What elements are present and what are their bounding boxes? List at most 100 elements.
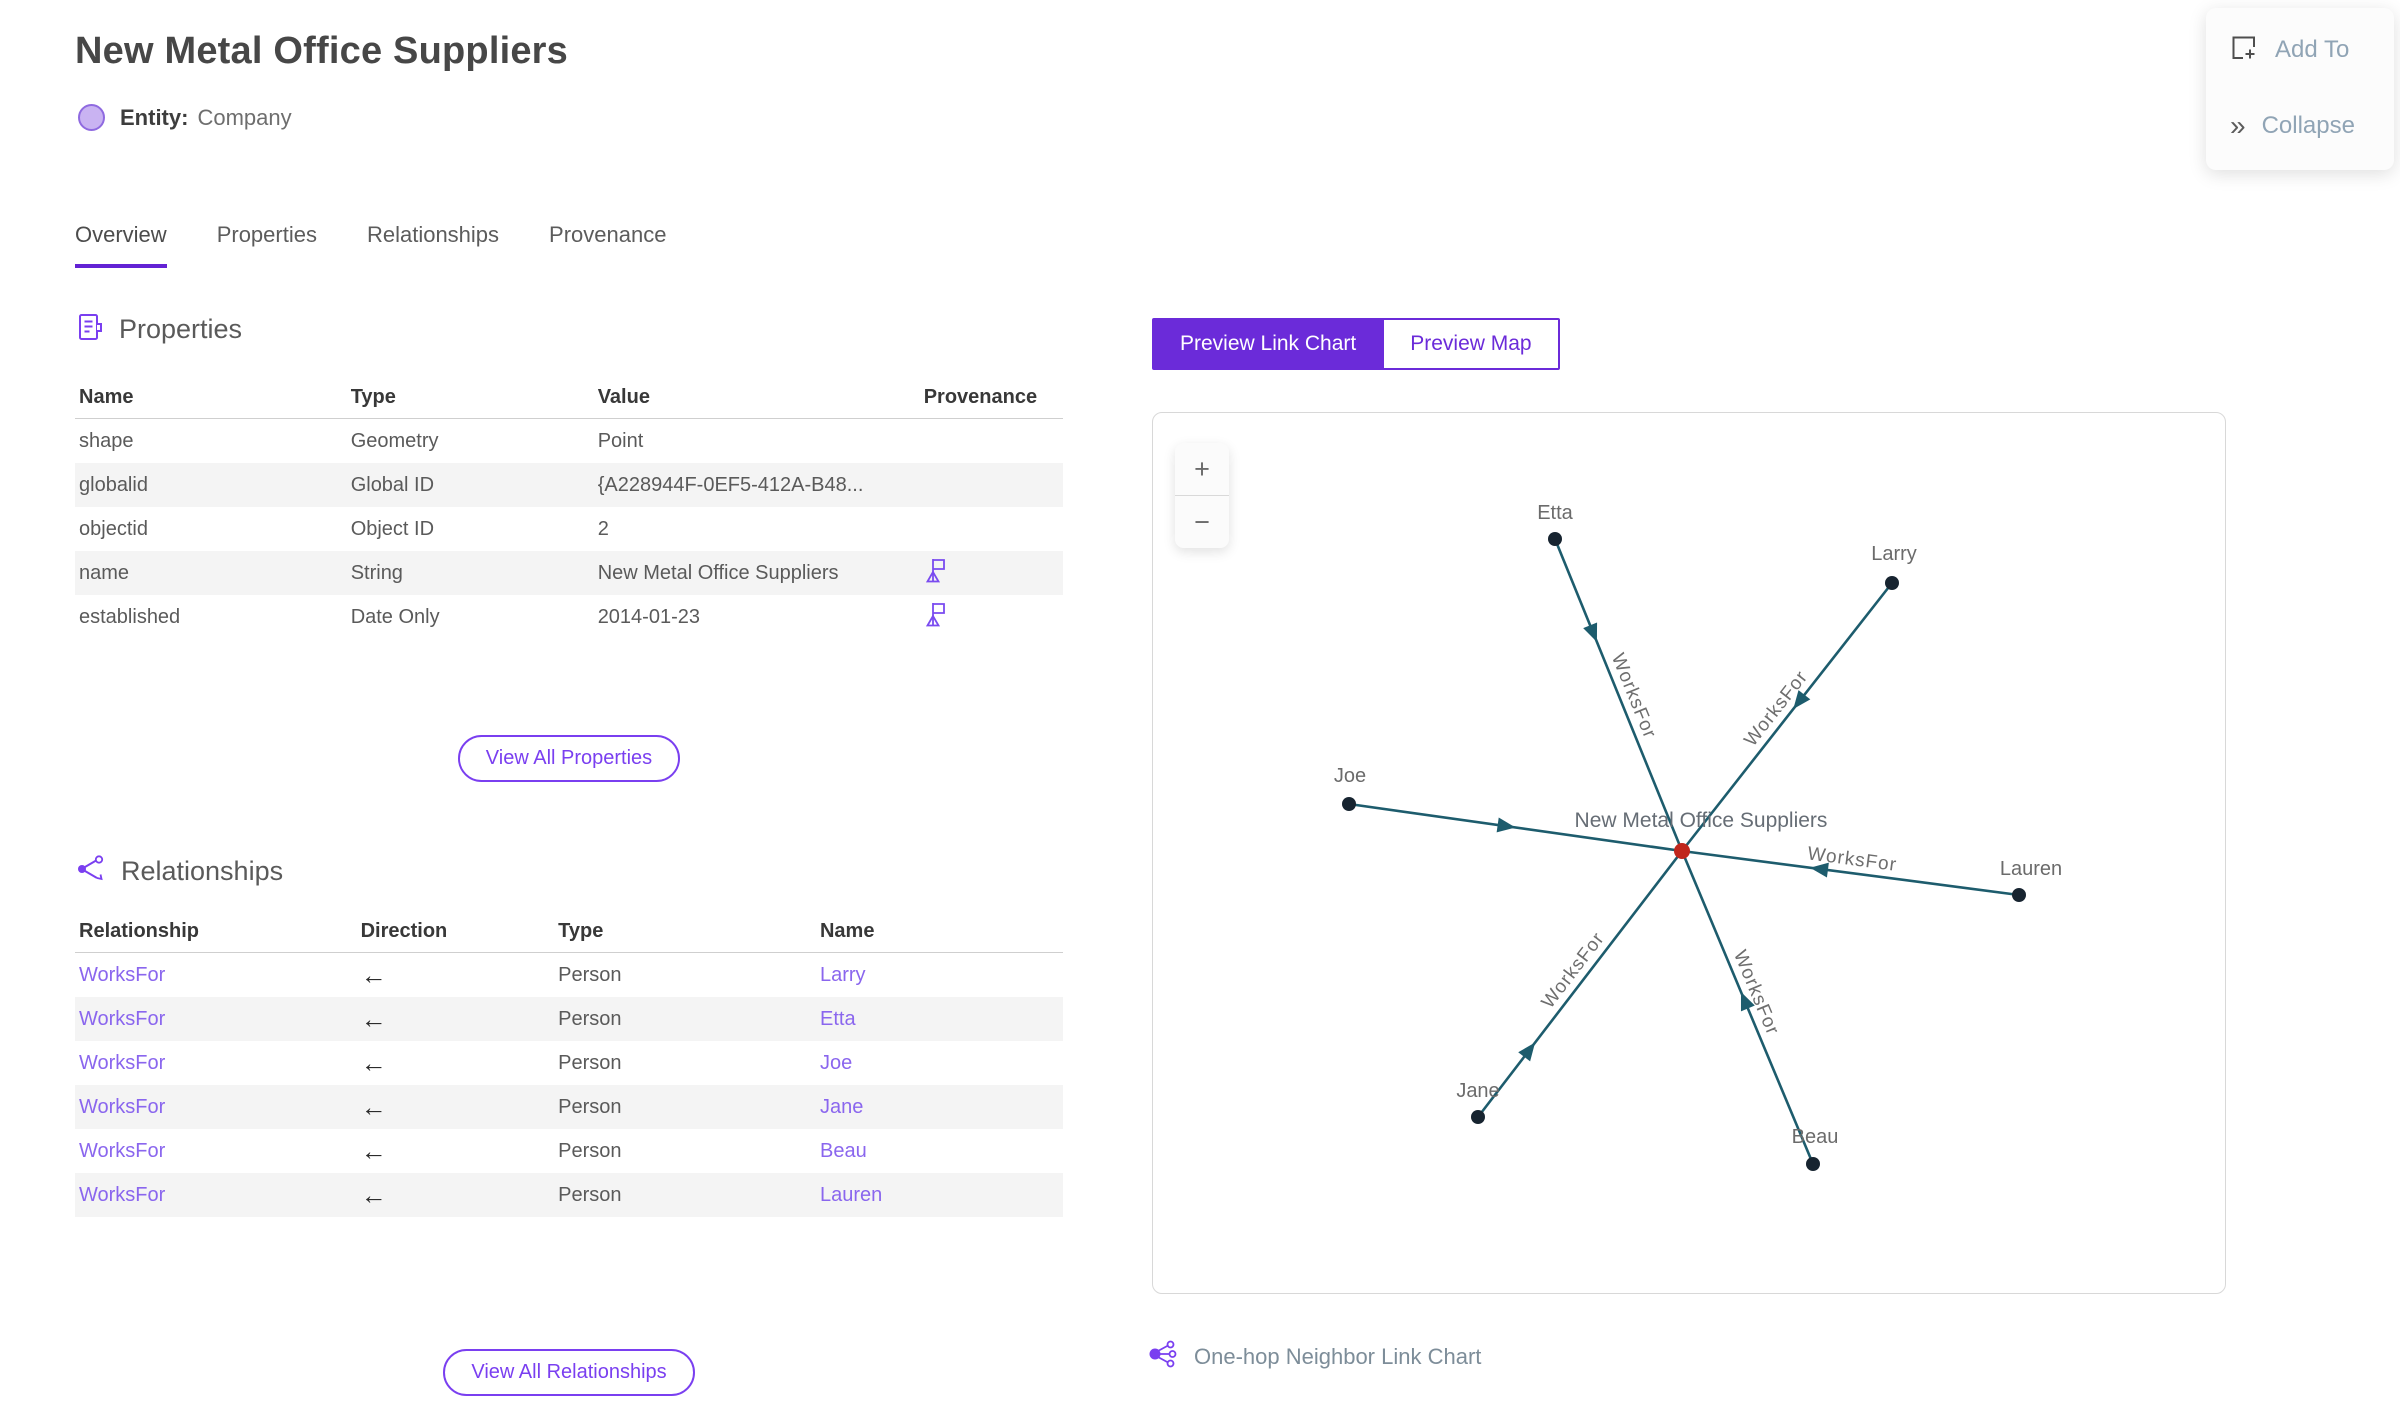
add-to-icon (2230, 34, 2257, 66)
tab-provenance[interactable]: Provenance (549, 222, 667, 247)
relationship-name-link[interactable]: Etta (819, 1007, 856, 1030)
property-type: Geometry (350, 429, 439, 452)
floating-actions-card: Add To » Collapse (2206, 8, 2394, 170)
property-row-globalid: globalid Global ID {A228944F-0EF5-412A-B48… (75, 463, 1063, 507)
view-all-properties-button[interactable]: View All Properties (457, 735, 681, 782)
relationships-table-header: Relationship Direction Type Name (75, 911, 1063, 953)
provenance-flag-icon[interactable] (924, 559, 950, 589)
relationship-direction: ← (360, 1135, 387, 1166)
relationship-entity-type: Person (558, 963, 622, 986)
relationship-direction: ← (360, 1003, 387, 1034)
edge-arrow-Jane (1518, 1042, 1536, 1062)
properties-table-header: Name Type Value Provenance (75, 377, 1063, 419)
property-type: String (350, 561, 403, 584)
preview-link-chart-button[interactable]: Preview Link Chart (1154, 320, 1383, 368)
col-direction: Direction (360, 920, 448, 942)
zoom-out-button[interactable]: − (1175, 496, 1229, 548)
edge-WorksFor-Larry[interactable] (1680, 582, 1894, 852)
entity-type-value: Company (197, 104, 292, 130)
property-row-name: name String New Metal Office Suppliers (75, 551, 1063, 595)
property-value: {A228944F-0EF5-412A-B48... (597, 473, 864, 496)
relationship-name-link[interactable]: Joe (819, 1051, 853, 1074)
view-all-relationships-button[interactable]: View All Relationships (443, 1349, 695, 1396)
center-node-label: New Metal Office Suppliers (1575, 809, 1828, 832)
tab-bar: Overview Properties Relationships Proven… (75, 222, 666, 268)
col-provenance: Provenance (923, 386, 1038, 408)
col-name: Name (79, 386, 134, 408)
zoom-control: + − (1175, 443, 1229, 548)
chart-caption-label: One-hop Neighbor Link Chart (1194, 1343, 1482, 1369)
zoom-in-button[interactable]: + (1175, 443, 1229, 495)
edge-arrow-Joe (1496, 817, 1516, 833)
relationship-name-link[interactable]: Beau (819, 1139, 867, 1162)
node-Lauren[interactable] (2012, 888, 2026, 902)
relationship-entity-type: Person (558, 1095, 622, 1118)
relationship-type-link[interactable]: WorksFor (79, 1183, 166, 1206)
add-to-button[interactable]: Add To (2206, 34, 2394, 66)
edge-WorksFor-Jane[interactable] (1476, 850, 1684, 1118)
provenance-flag-icon[interactable] (924, 603, 950, 633)
node-label-Beau: Beau (1792, 1126, 1839, 1148)
edge-arrow-Beau (1740, 991, 1755, 1012)
col-value: Value (597, 386, 650, 408)
relationship-type-link[interactable]: WorksFor (79, 963, 166, 986)
relationship-name-link[interactable]: Jane (819, 1095, 864, 1118)
relationship-type-link[interactable]: WorksFor (79, 1051, 166, 1074)
edge-arrow-Etta (1583, 622, 1598, 642)
property-name: name (79, 561, 130, 584)
node-label-Lauren: Lauren (2000, 858, 2062, 880)
properties-table: Name Type Value Provenance shape Geometry… (75, 377, 1063, 639)
tab-relationships[interactable]: Relationships (366, 222, 500, 247)
property-value: 2 (597, 517, 609, 540)
relationship-direction: ← (360, 1091, 387, 1122)
relationship-name-link[interactable]: Lauren (819, 1183, 883, 1206)
provenance-cell (920, 600, 1063, 634)
node-Etta[interactable] (1548, 532, 1562, 546)
collapse-label: Collapse (2261, 112, 2355, 139)
node-label-Jane: Jane (1456, 1080, 1499, 1102)
node-Beau[interactable] (1806, 1157, 1820, 1171)
col-type: Type (350, 386, 396, 408)
relationship-direction: ← (360, 1179, 387, 1210)
relationship-type-link[interactable]: WorksFor (79, 1139, 166, 1162)
relationship-row-Joe: WorksFor ← Person Joe (75, 1041, 1063, 1085)
property-value: Point (597, 429, 644, 452)
relationship-direction: ← (360, 959, 387, 990)
property-name: shape (79, 429, 134, 452)
relationship-entity-type: Person (558, 1183, 622, 1206)
node-Jane[interactable] (1471, 1110, 1485, 1124)
relationship-type-link[interactable]: WorksFor (79, 1007, 166, 1030)
chart-caption: One-hop Neighbor Link Chart (1146, 1338, 1481, 1375)
node-center-company[interactable] (1674, 843, 1690, 859)
relationship-entity-type: Person (558, 1051, 622, 1074)
collapse-icon: » (2230, 110, 2246, 141)
collapse-button[interactable]: » Collapse (2206, 112, 2394, 140)
relationship-type-link[interactable]: WorksFor (79, 1095, 166, 1118)
property-name: established (79, 605, 181, 628)
properties-table-body: shape Geometry Point globalid Global ID {A228… (75, 419, 1063, 639)
tab-overview[interactable]: Overview (75, 222, 167, 268)
relationships-icon (75, 854, 107, 889)
entity-type-icon (78, 104, 105, 131)
col-relationship: Relationship (79, 920, 200, 942)
edge-WorksFor-Etta[interactable] (1553, 538, 1684, 852)
node-Larry[interactable] (1885, 576, 1899, 590)
tab-properties[interactable]: Properties (216, 222, 317, 247)
relationship-name-link[interactable]: Larry (819, 963, 866, 986)
relationship-row-Beau: WorksFor ← Person Beau (75, 1129, 1063, 1173)
properties-section-title: Properties (119, 314, 243, 344)
node-Joe[interactable] (1342, 797, 1356, 811)
entity-badge: Entity: Company (78, 104, 292, 131)
provenance-cell (920, 556, 1063, 590)
properties-icon (75, 312, 105, 347)
entity-label: Entity: (120, 104, 189, 130)
node-label-Larry: Larry (1871, 543, 1917, 565)
col-rel-name: Name (819, 920, 875, 942)
link-chart-panel: WorksFor WorksFor WorksFor WorksFor WorksFor… (1152, 412, 2226, 1294)
preview-map-button[interactable]: Preview Map (1382, 320, 1558, 368)
edge-WorksFor-Lauren[interactable] (1681, 849, 2020, 897)
node-label-Joe: Joe (1334, 765, 1366, 787)
edge-arrow-Larry (1793, 690, 1811, 709)
overview-left-column: Properties Name Type Value Provenance sh… (75, 312, 1063, 1396)
relationships-section-title: Relationships (121, 856, 284, 886)
